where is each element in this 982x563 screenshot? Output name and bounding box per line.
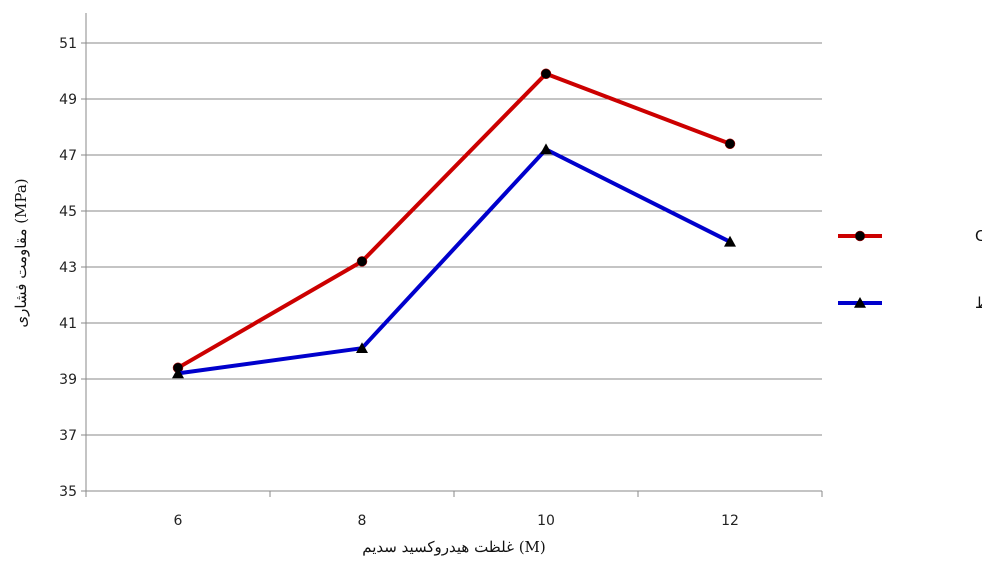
y-tick-label: 43 bbox=[59, 260, 77, 276]
legend-marker bbox=[854, 230, 866, 242]
data-point bbox=[356, 256, 368, 267]
axes bbox=[81, 13, 823, 497]
y-tick-labels: 35 37 39 41 43 45 47 49 51 bbox=[59, 36, 77, 500]
y-tick-label: 51 bbox=[59, 36, 77, 52]
data-point bbox=[356, 342, 368, 353]
y-tick-label: 47 bbox=[59, 148, 77, 164]
data-point bbox=[724, 138, 736, 150]
y-tick-label: 37 bbox=[59, 428, 77, 444]
x-tick-label: 12 bbox=[721, 513, 739, 529]
y-axis-label: مقاومت فشاری (MPa) bbox=[12, 178, 30, 327]
data-point bbox=[724, 235, 736, 247]
series-line-1 bbox=[177, 147, 731, 376]
x-axis-label: غلظت هیدروکسید سدیم (M) bbox=[362, 538, 546, 556]
legend-label: دمای C °60 bbox=[975, 227, 982, 245]
y-tick-label: 45 bbox=[59, 204, 77, 220]
data-point bbox=[540, 143, 552, 155]
legend-label: دمای محیط bbox=[975, 294, 982, 312]
legend: دمای C °60 دمای محیط bbox=[838, 227, 982, 312]
x-tick-label: 6 bbox=[174, 513, 183, 529]
grid-lines bbox=[86, 42, 822, 436]
y-tick-label: 35 bbox=[59, 484, 77, 500]
data-point bbox=[172, 367, 184, 379]
y-tick-label: 41 bbox=[59, 316, 77, 332]
x-tick-label: 10 bbox=[537, 513, 555, 529]
legend-marker bbox=[854, 297, 866, 308]
series-group bbox=[172, 68, 736, 379]
data-point bbox=[540, 68, 552, 80]
y-tick-label: 49 bbox=[59, 92, 77, 108]
series-line-0 bbox=[176, 71, 731, 370]
y-tick-label: 39 bbox=[59, 372, 77, 388]
x-tick-label: 8 bbox=[358, 513, 367, 529]
x-tick-labels: 6 8 10 12 bbox=[174, 513, 739, 529]
